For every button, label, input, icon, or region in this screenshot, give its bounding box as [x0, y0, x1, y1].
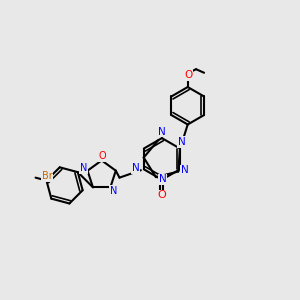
- Text: O: O: [158, 190, 166, 200]
- Text: O: O: [184, 70, 192, 80]
- Text: N: N: [159, 175, 166, 184]
- Text: N: N: [132, 164, 140, 173]
- Text: Br: Br: [41, 171, 52, 182]
- Text: N: N: [80, 163, 87, 173]
- Text: N: N: [158, 127, 166, 136]
- Text: N: N: [181, 165, 189, 175]
- Text: O: O: [99, 151, 106, 161]
- Text: N: N: [178, 137, 185, 147]
- Text: N: N: [110, 186, 117, 196]
